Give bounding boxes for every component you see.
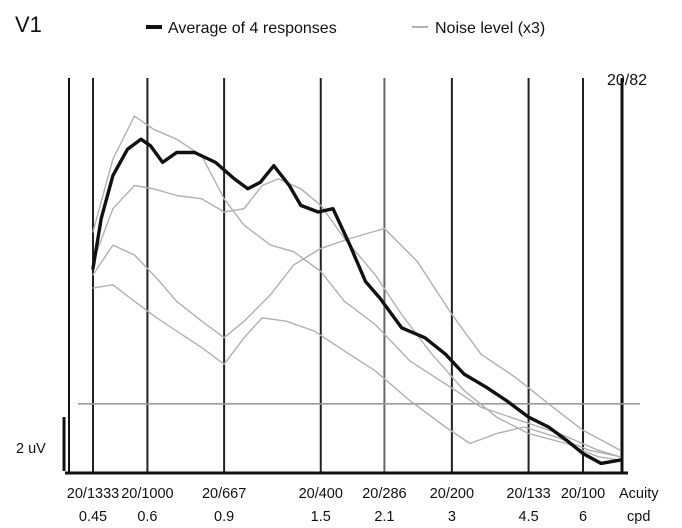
tick-cpd-5: 3 (448, 509, 456, 525)
series-response-1 (92, 115, 621, 458)
legend: Average of 4 responses Noise level (x3) (146, 20, 545, 37)
tick-acuity-6: 20/133 (506, 486, 550, 502)
acuity-row-label: Acuity (619, 486, 659, 502)
tick-cpd-7: 6 (579, 509, 587, 525)
acuity-estimate-label: 20/82 (607, 72, 647, 89)
tick-acuity-2: 20/667 (202, 486, 246, 502)
tick-acuity-7: 20/100 (561, 486, 605, 502)
x-tick-labels: 20/13330.4520/10000.620/6670.920/4001.52… (67, 486, 605, 525)
series-response-2 (92, 178, 621, 461)
cpd-row-label: cpd (627, 509, 650, 525)
noise-traces (92, 115, 621, 461)
series-response-4 (92, 284, 621, 458)
legend-label-noise: Noise level (x3) (435, 20, 545, 37)
legend-label-average: Average of 4 responses (168, 20, 337, 37)
tick-acuity-4: 20/286 (362, 486, 406, 502)
tick-cpd-0: 0.45 (79, 509, 107, 525)
series-average (91, 137, 622, 466)
series-response-3 (92, 227, 621, 451)
tick-acuity-0: 20/1333 (67, 486, 119, 502)
tick-cpd-2: 0.9 (214, 509, 234, 525)
tick-cpd-1: 0.6 (137, 509, 157, 525)
panel-label: V1 (15, 12, 42, 37)
grid-lines (68, 78, 624, 472)
tick-acuity-1: 20/1000 (121, 486, 173, 502)
scale-bar-label: 2 uV (16, 441, 46, 457)
tick-acuity-3: 20/400 (299, 486, 343, 502)
tick-cpd-4: 2.1 (374, 509, 394, 525)
tick-cpd-6: 4.5 (518, 509, 538, 525)
tick-cpd-3: 1.5 (311, 509, 331, 525)
tick-acuity-5: 20/200 (430, 486, 474, 502)
average-trace (91, 137, 622, 466)
